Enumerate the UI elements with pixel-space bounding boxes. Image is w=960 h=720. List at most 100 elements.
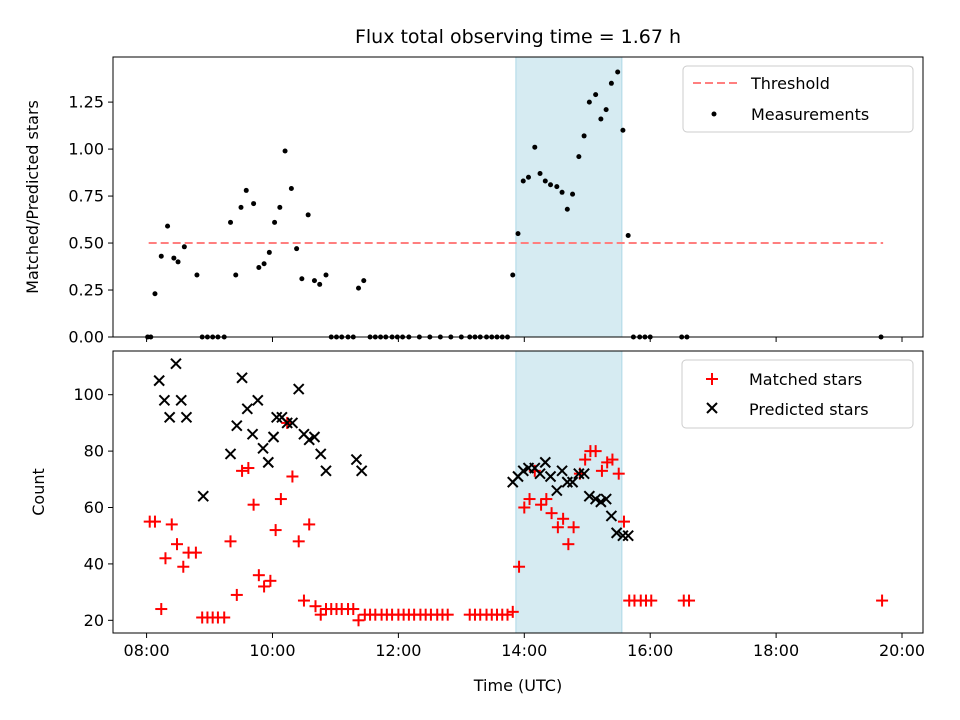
predicted-stars-point xyxy=(600,493,612,505)
matched-stars-point xyxy=(645,594,658,607)
predicted-stars-point xyxy=(308,431,321,443)
measurement-point xyxy=(554,184,560,190)
y-tick-label: 20 xyxy=(84,611,104,630)
measurement-point xyxy=(266,249,272,255)
matched-stars-point xyxy=(159,552,172,565)
measurement-point xyxy=(593,92,599,98)
measurement-point xyxy=(277,204,283,210)
measurement-point xyxy=(272,219,278,225)
predicted-stars-point xyxy=(153,374,165,387)
measurement-point xyxy=(171,255,177,261)
bottom-plot-frame xyxy=(112,350,924,634)
highlight-span xyxy=(515,350,623,634)
matched-stars-point xyxy=(177,560,190,573)
matched-stars-point xyxy=(579,453,592,466)
predicted-stars-point xyxy=(350,453,363,466)
measurement-point xyxy=(251,201,257,207)
measurement-point xyxy=(598,116,604,122)
x-tick-label: 12:00 xyxy=(375,641,421,660)
predicted-stars-point xyxy=(566,476,579,488)
measurement-point xyxy=(165,223,171,229)
measurement-point xyxy=(294,246,300,252)
matched-stars-point xyxy=(236,464,249,477)
predicted-stars-point xyxy=(286,417,299,429)
predicted-stars-point xyxy=(197,490,209,502)
measurement-point xyxy=(576,154,582,160)
measurement-point xyxy=(520,178,526,184)
legend-threshold-label: Threshold xyxy=(750,74,830,93)
measurement-point xyxy=(532,144,538,150)
matched-stars-point xyxy=(252,569,265,582)
measurement-point xyxy=(537,171,543,177)
matched-stars-point xyxy=(562,538,575,551)
legend-measurements-label: Measurements xyxy=(751,105,869,124)
predicted-stars-point xyxy=(252,394,264,407)
measurement-point xyxy=(620,127,626,133)
x-axis-label: Time (UTC) xyxy=(473,676,562,695)
measurement-point xyxy=(581,133,587,139)
measurement-point xyxy=(181,244,187,250)
measurement-point xyxy=(510,272,516,278)
x-tick-label: 10:00 xyxy=(249,641,295,660)
predicted-stars-point xyxy=(320,465,332,477)
top-panel: 0.00 0.25 0.50 0.75 1.00 1.25 Matched/Predict… xyxy=(23,56,924,347)
matched-stars-point xyxy=(540,493,553,506)
predicted-stars-point xyxy=(257,442,269,454)
predicted-stars-point xyxy=(355,465,368,477)
bottom-legend: Matched stars Predicted stars xyxy=(681,359,914,429)
matched-stars-point xyxy=(297,594,310,607)
legend-predicted-label: Predicted stars xyxy=(749,400,869,419)
measurement-point xyxy=(233,272,239,278)
matched-stars-point xyxy=(230,588,243,601)
matched-stars-point xyxy=(612,467,625,480)
x-tick-label: 14:00 xyxy=(501,641,547,660)
matched-stars-point xyxy=(314,608,327,621)
measurement-point xyxy=(615,69,621,75)
matched-stars-point xyxy=(286,470,299,483)
predicted-stars-point xyxy=(556,465,568,477)
matched-stars-point xyxy=(269,524,282,537)
matched-stars-point xyxy=(224,535,237,548)
matched-stars-point xyxy=(506,605,519,618)
matched-stars-point xyxy=(545,507,558,520)
predicted-stars-point xyxy=(231,420,243,432)
measurement-point xyxy=(570,191,576,197)
predicted-stars-point xyxy=(236,372,248,384)
measurement-point xyxy=(256,264,262,270)
measurement-point xyxy=(564,206,570,212)
measurement-point xyxy=(175,259,181,265)
measurement-point xyxy=(625,233,631,239)
y-tick-label: 1.25 xyxy=(68,93,104,112)
matched-stars-point xyxy=(441,608,454,621)
predicted-stars-point xyxy=(180,411,193,423)
matched-stars-point xyxy=(247,498,260,511)
predicted-stars-point xyxy=(293,383,305,395)
predicted-stars-point xyxy=(605,510,618,522)
y-tick-label: 0.75 xyxy=(68,187,104,206)
x-tick-label: 18:00 xyxy=(753,641,799,660)
measurement-point xyxy=(559,189,565,195)
legend-predicted-marker xyxy=(706,402,718,414)
y-tick-label: 0.50 xyxy=(68,234,104,253)
predicted-stars-point xyxy=(270,411,283,423)
measurement-point xyxy=(323,272,329,278)
predicted-stars-point xyxy=(224,448,237,460)
legend-matched-marker xyxy=(706,373,718,385)
legend-matched-label: Matched stars xyxy=(749,370,862,389)
measurement-point xyxy=(288,186,294,192)
matched-stars-point xyxy=(165,518,178,531)
matched-stars-point xyxy=(567,521,580,534)
measurement-point xyxy=(317,281,323,287)
matched-stars-point xyxy=(274,493,287,506)
matched-stars-point xyxy=(606,453,619,466)
matched-stars-point xyxy=(258,580,271,593)
matched-stars-point xyxy=(347,603,360,616)
measurement-point xyxy=(282,148,288,154)
measurement-point xyxy=(194,272,200,278)
predicted-stars-point xyxy=(246,428,259,440)
top-y-axis-label: Matched/Predicted stars xyxy=(23,100,42,294)
predicted-stars-point xyxy=(583,490,596,502)
matched-stars-point xyxy=(264,574,277,587)
predicted-stars-point xyxy=(610,527,623,539)
